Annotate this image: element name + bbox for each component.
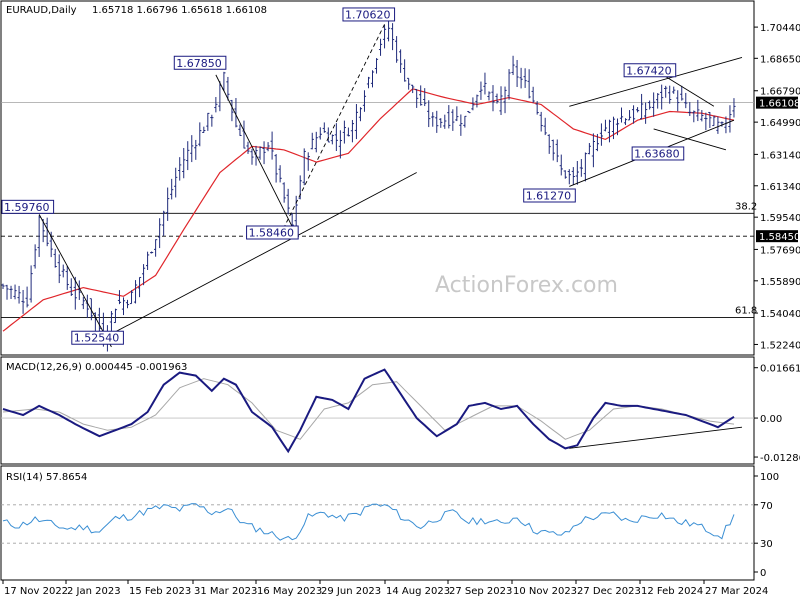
annotation-box-0 <box>342 7 396 22</box>
chart-ohlc: 1.65718 1.66796 1.65618 1.66108 <box>92 5 267 16</box>
price-tick-label-0: 1.70440 <box>760 23 800 34</box>
level-label-2: 61.8 <box>735 305 757 316</box>
price-series <box>1 18 736 352</box>
price-axis: 1.70440 1.68650 1.66790 1.64990 1.63140 1.613… <box>754 23 800 351</box>
trendline-3 <box>38 214 112 348</box>
macd-panel <box>0 356 755 465</box>
annotation-box-2 <box>623 63 677 78</box>
annotation-1: 1.67850 <box>176 57 222 70</box>
annotation-2: 1.67420 <box>626 64 672 77</box>
trendline-7 <box>653 128 727 151</box>
date-tick-label-4: 16 May 2023 <box>257 586 322 597</box>
date-tick-label-0: 17 Nov 2022 <box>4 586 68 597</box>
trendline-5 <box>569 57 743 107</box>
price-tick-label-10: 1.52240 <box>760 340 800 351</box>
rsi-axis: 100 70 30 0 <box>754 472 779 579</box>
rsi-panel <box>0 465 755 581</box>
date-tick-label-5: 29 Jun 2023 <box>321 586 381 597</box>
macd-title: MACD(12,26,9) 0.000445 -0.001963 <box>6 362 187 373</box>
price-tick-label-3: 1.64990 <box>760 118 800 129</box>
macd-signal-line <box>2 378 735 440</box>
date-tick-label-9: 27 Dec 2023 <box>577 586 641 597</box>
current-price-tag <box>756 96 798 109</box>
annotation-3: 1.63680 <box>634 147 680 160</box>
macd-main-line <box>2 368 735 454</box>
price-tick-label-4: 1.63140 <box>760 150 800 161</box>
annotation-box-1 <box>173 55 227 70</box>
price-tick-label-6: 1.59540 <box>760 213 800 224</box>
rsi-line <box>2 503 735 541</box>
macd-trendline <box>569 426 743 449</box>
annotation-6: 1.58460 <box>249 226 295 239</box>
rsi-tick-label-3: 0 <box>760 568 766 579</box>
current-price-label: 1.66108 <box>759 99 800 110</box>
date-tick-label-2: 15 Feb 2023 <box>129 586 191 597</box>
annotation-box-6 <box>246 225 299 240</box>
macd-tick-label-2: -0.012864 <box>760 453 800 464</box>
date-tick-label-10: 12 Feb 2024 <box>641 586 703 597</box>
level-tag-text-1: 1.58450 <box>759 232 800 243</box>
annotation-box-4 <box>523 188 576 203</box>
trendline-0 <box>103 172 417 339</box>
annotation-7: 1.52540 <box>74 332 120 345</box>
macd-tick-label-1: 0.00 <box>760 414 782 425</box>
trendline-6 <box>665 76 715 107</box>
price-annotations: 1.70620 1.67850 1.67420 1.63680 1.61270 1.597… <box>1 7 685 345</box>
trendlines <box>38 24 743 348</box>
date-tick-label-8: 10 Nov 2023 <box>513 586 577 597</box>
macd-tick-label-0: 0.016619 <box>760 364 800 375</box>
price-tick-label-9: 1.54040 <box>760 309 800 320</box>
date-tick-label-3: 31 Mar 2023 <box>194 586 257 597</box>
annotation-5: 1.59760 <box>4 201 50 214</box>
price-tick-label-5: 1.61340 <box>760 182 800 193</box>
level-tag-1 <box>756 230 798 243</box>
date-tick-label-11: 27 Mar 2024 <box>705 586 768 597</box>
watermark: ActionForex.com <box>435 273 618 298</box>
macd-series <box>1 368 754 454</box>
price-tick-label-2: 1.66790 <box>760 87 800 98</box>
rsi-tick-label-2: 30 <box>760 539 773 550</box>
moving-average <box>2 88 735 332</box>
trendline-2 <box>279 24 385 236</box>
annotation-box-3 <box>631 146 685 161</box>
price-tick-label-1: 1.68650 <box>760 54 800 65</box>
date-tick-label-1: 2 Jan 2023 <box>67 586 121 597</box>
trendline-1 <box>215 74 293 227</box>
rsi-tick-label-0: 100 <box>760 472 779 483</box>
price-tick-label-7: 1.57690 <box>760 245 800 256</box>
date-tick-label-7: 27 Sep 2023 <box>449 586 512 597</box>
macd-axis: 0.016619 0.00 -0.012864 <box>754 364 800 464</box>
horizontal-levels: 38.2 1.58450 61.8 <box>1 102 800 318</box>
price-panel <box>0 0 755 356</box>
annotation-box-7 <box>71 330 124 345</box>
chart-symbol: EURAUD,Daily <box>6 5 77 16</box>
ma-line <box>2 88 735 332</box>
date-tick-label-6: 14 Aug 2023 <box>386 586 450 597</box>
annotation-4: 1.61270 <box>526 189 572 202</box>
annotation-0: 1.70620 <box>345 8 391 21</box>
level-label-0: 38.2 <box>735 201 757 212</box>
rsi-tick-label-1: 70 <box>760 501 773 512</box>
price-tick-label-8: 1.55890 <box>760 277 800 288</box>
annotation-box-5 <box>1 199 55 214</box>
rsi-series <box>1 503 754 544</box>
rsi-title: RSI(14) 57.8654 <box>6 472 87 483</box>
